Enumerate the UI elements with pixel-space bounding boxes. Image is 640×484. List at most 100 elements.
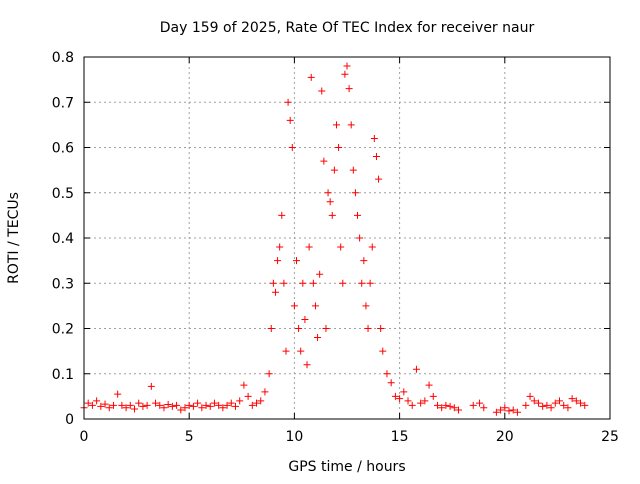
data-point	[231, 402, 239, 410]
data-point	[505, 407, 513, 415]
data-point	[417, 399, 425, 407]
data-point	[345, 85, 353, 93]
data-point	[501, 404, 509, 412]
data-point	[299, 279, 307, 287]
data-point	[368, 243, 376, 251]
data-point	[328, 211, 336, 219]
x-axis-label: GPS time / hours	[288, 459, 405, 475]
data-point	[210, 399, 218, 407]
data-point	[322, 325, 330, 332]
data-point	[271, 288, 279, 296]
data-point	[320, 157, 328, 165]
data-point	[177, 406, 185, 414]
data-point	[572, 397, 580, 405]
data-point	[143, 401, 151, 409]
data-point	[375, 175, 383, 183]
data-point	[370, 134, 378, 142]
data-point	[377, 325, 385, 332]
data-point	[358, 279, 366, 287]
data-point	[362, 302, 370, 310]
data-point	[227, 399, 235, 407]
data-point	[577, 399, 585, 407]
data-point	[339, 279, 347, 287]
data-point	[581, 401, 589, 409]
x-tick-label: 5	[185, 429, 194, 445]
data-point	[332, 121, 340, 129]
data-point	[156, 401, 164, 409]
data-point	[556, 397, 564, 405]
data-point	[181, 404, 189, 412]
data-point	[297, 347, 305, 355]
y-tick-label: 0.3	[52, 276, 74, 292]
data-point	[539, 402, 547, 410]
data-point	[282, 347, 290, 355]
data-point	[480, 404, 488, 412]
data-point	[114, 390, 122, 398]
data-point	[347, 121, 355, 129]
data-point	[509, 406, 517, 414]
x-tick-label: 15	[391, 429, 409, 445]
data-point	[290, 302, 298, 310]
axis-ticks: 0 5 10 15 20 25 0 0.1 0.2 0.3 0.4 0.5 0.6 0.7 0.8	[52, 50, 619, 445]
data-point	[173, 401, 181, 409]
data-point	[301, 315, 309, 323]
data-point	[564, 404, 572, 412]
data-point	[364, 325, 372, 332]
data-point	[492, 408, 500, 416]
data-point	[278, 211, 286, 219]
data-point	[122, 404, 130, 412]
data-point	[189, 402, 197, 410]
data-point	[288, 144, 296, 151]
data-point	[253, 399, 261, 407]
data-point	[387, 379, 395, 387]
data-point	[455, 406, 463, 414]
data-point	[185, 401, 193, 409]
data-point	[547, 404, 555, 412]
y-tick-label: 0.2	[52, 322, 74, 338]
data-point	[305, 243, 313, 251]
y-tick-label: 0	[65, 412, 74, 428]
data-point	[219, 404, 227, 412]
data-point	[101, 400, 109, 408]
y-tick-label: 0.7	[52, 95, 74, 111]
data-point	[442, 401, 450, 409]
data-point	[265, 370, 273, 378]
data-point	[356, 234, 364, 242]
y-tick-label: 0.6	[52, 141, 74, 157]
data-point	[412, 365, 420, 373]
data-point	[383, 370, 391, 378]
data-point	[433, 401, 441, 409]
data-point	[341, 70, 349, 78]
data-point	[303, 361, 311, 369]
data-point	[349, 166, 357, 174]
data-point	[429, 392, 437, 400]
x-tick-label: 20	[496, 429, 514, 445]
data-point	[326, 198, 334, 206]
data-point	[314, 334, 322, 342]
data-point	[93, 397, 101, 405]
data-point	[421, 397, 429, 405]
y-tick-label: 0.8	[52, 50, 74, 66]
data-point	[97, 402, 105, 410]
data-point	[530, 397, 538, 405]
data-point	[568, 395, 576, 403]
data-point	[202, 401, 210, 409]
data-point	[198, 404, 206, 412]
data-point	[469, 401, 477, 409]
data-point	[206, 402, 214, 410]
data-point	[438, 404, 446, 412]
x-tick-label: 0	[80, 429, 89, 445]
data-point	[366, 279, 374, 287]
data-point	[105, 404, 113, 412]
data-point	[343, 62, 351, 70]
data-point	[311, 302, 319, 310]
data-point	[337, 243, 345, 251]
data-point	[293, 257, 301, 265]
y-tick-label: 0.5	[52, 186, 74, 202]
data-point	[160, 404, 168, 412]
data-point	[408, 401, 416, 409]
data-point	[284, 98, 292, 106]
data-point	[215, 401, 223, 409]
data-point	[126, 401, 134, 409]
